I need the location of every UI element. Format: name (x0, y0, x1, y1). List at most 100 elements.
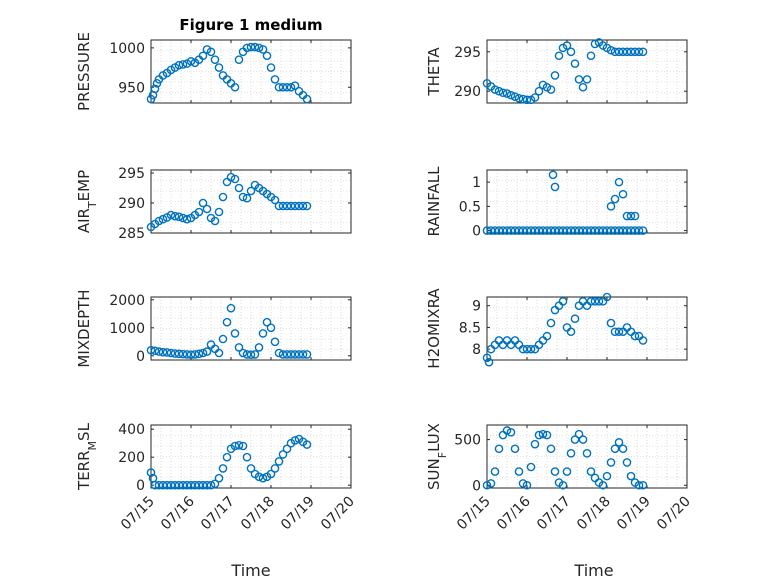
y-tick-label: 1000 (109, 41, 145, 57)
data-point (270, 337, 280, 347)
data-point (254, 472, 264, 482)
data-point (526, 344, 536, 354)
data-point (174, 480, 184, 490)
data-point (178, 60, 188, 69)
data-point (198, 480, 208, 490)
data-point (150, 480, 160, 490)
data-point (522, 95, 532, 105)
data-point (194, 349, 204, 359)
data-point (254, 343, 264, 352)
data-point (194, 480, 204, 490)
y-tick-label: 500 (454, 433, 481, 449)
data-point (546, 444, 556, 454)
data-point (202, 204, 212, 214)
data-point (598, 226, 608, 235)
y-tick-label: 0 (472, 478, 481, 494)
data-point (546, 85, 556, 94)
data-point (562, 467, 572, 476)
subplot-6: 8 8.5 9 H2OMIXRA (425, 288, 688, 369)
data-point (570, 59, 580, 68)
data-point (614, 438, 624, 447)
data-point (542, 331, 552, 341)
data-point (274, 457, 284, 466)
data-point (578, 226, 588, 235)
data-point (162, 480, 172, 490)
data-point (198, 348, 208, 358)
y-tick-label: 0 (472, 224, 481, 240)
data-point (518, 94, 528, 104)
data-point (622, 211, 632, 221)
data-point (634, 47, 644, 57)
figure-title: Figure 1 medium (179, 16, 322, 34)
data-point (550, 182, 560, 192)
y-axis-title: RAINFALL (425, 166, 443, 237)
data-point (298, 201, 308, 211)
data-point (518, 344, 528, 354)
data-point (182, 214, 192, 224)
data-point (562, 226, 572, 235)
data-point (194, 207, 204, 217)
data-point (274, 348, 284, 358)
data-point (570, 435, 580, 444)
data-point (174, 212, 184, 222)
data-point (522, 344, 532, 354)
data-point (502, 426, 512, 435)
data-point (548, 170, 558, 180)
data-point (634, 226, 644, 235)
data-point (558, 480, 568, 490)
data-point (530, 439, 540, 449)
data-point (634, 480, 644, 490)
data-point (218, 192, 228, 202)
data-point (178, 349, 188, 359)
data-point (594, 297, 604, 306)
data-point (242, 193, 252, 203)
data-point (262, 317, 272, 327)
data-point (554, 226, 564, 235)
data-point (574, 226, 584, 235)
data-point (158, 214, 168, 224)
axes-box (486, 424, 688, 489)
data-point (618, 444, 628, 454)
data-point (610, 327, 620, 337)
data-point (270, 464, 280, 473)
data-point (270, 75, 280, 84)
data-point (534, 86, 544, 96)
data-point (626, 211, 636, 221)
y-axis-title: THETA (425, 47, 443, 97)
data-point (186, 56, 196, 66)
data-point (550, 71, 560, 80)
data-point (246, 464, 256, 473)
data-point (486, 226, 496, 235)
data-point (614, 226, 624, 235)
data-point (494, 86, 504, 96)
data-point (490, 226, 500, 235)
data-point (154, 480, 164, 490)
data-point (238, 192, 248, 202)
data-point (566, 226, 576, 235)
y-axis-title: TERRMSL (75, 422, 99, 491)
x-axis-title-right: Time (573, 561, 613, 580)
data-point (538, 429, 548, 439)
data-point (546, 318, 556, 328)
data-point (606, 458, 616, 467)
data-point (562, 41, 572, 50)
data-point (242, 452, 252, 462)
data-point (518, 226, 528, 235)
data-point (286, 201, 296, 211)
data-point (546, 226, 556, 235)
data-point (542, 430, 552, 440)
axes-box (150, 424, 352, 489)
data-point (146, 345, 156, 355)
data-point (534, 226, 544, 235)
y-tick-label: 950 (118, 80, 145, 96)
data-point (286, 82, 296, 92)
data-point (550, 226, 560, 235)
data-point (514, 467, 524, 476)
data-point (170, 211, 180, 221)
data-point (230, 82, 240, 92)
data-point (226, 172, 236, 182)
data-point (638, 226, 648, 235)
data-point (226, 303, 236, 313)
data-point (214, 473, 224, 483)
data-point (526, 226, 536, 235)
